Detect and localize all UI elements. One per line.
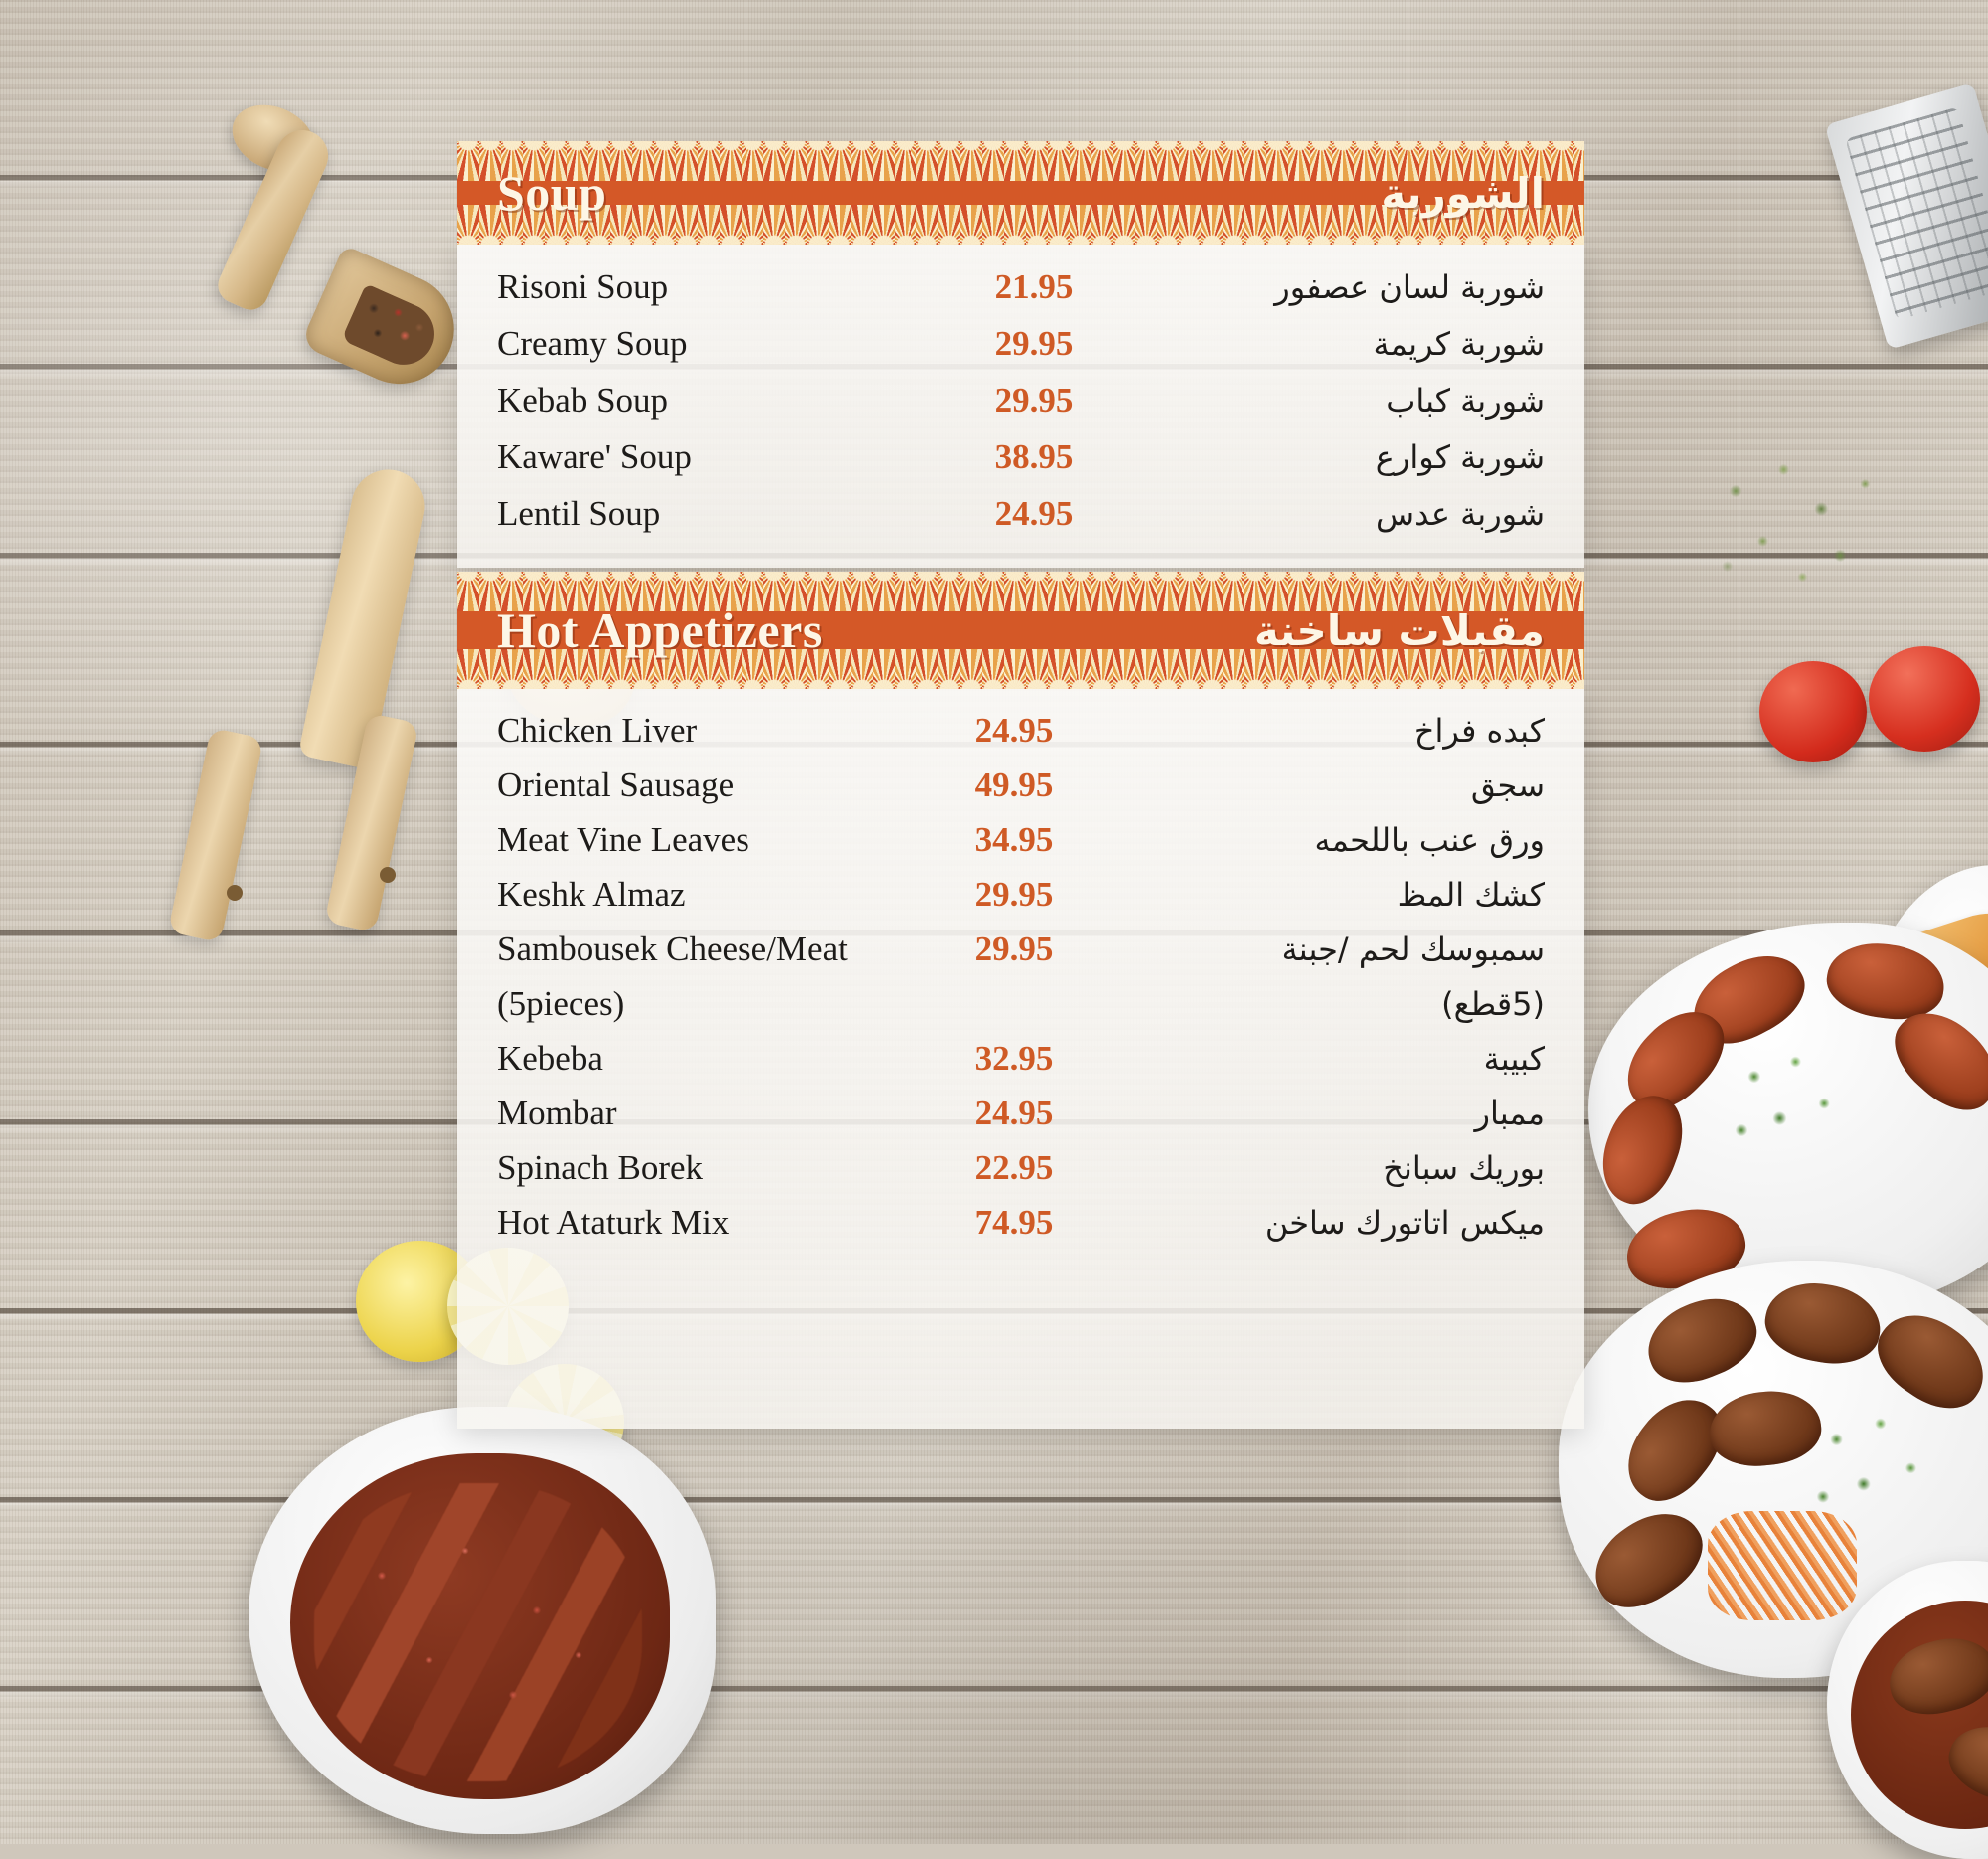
- item-price: 29.95: [994, 324, 1074, 363]
- hot-appetizers-title-ar: مقبلات ساخنة: [1253, 605, 1545, 655]
- item-price: 38.95: [994, 437, 1074, 476]
- item-price: 22.95: [974, 1148, 1054, 1187]
- item-name-en: Kaware' Soup: [497, 437, 692, 476]
- hot-appetizers-section-header: Hot Appetizers مقبلات ساخنة: [457, 572, 1584, 689]
- item-name-ar: شوربة كباب: [1386, 382, 1545, 420]
- item-name-en: Oriental Sausage: [497, 765, 735, 804]
- menu-item-row[interactable]: Kebab Soup 29.95 شوربة كباب: [497, 372, 1545, 428]
- item-price: 24.95: [974, 711, 1054, 750]
- soup-title-en: Soup: [497, 165, 607, 221]
- hot-appetizers-item-list: Chicken Liver 24.95 كبده فراخ Oriental S…: [457, 689, 1584, 1429]
- item-price: 74.95: [974, 1203, 1054, 1242]
- item-price: 29.95: [974, 930, 1054, 968]
- menu-item-row[interactable]: Creamy Soup 29.95 شوربة كريمة: [497, 315, 1545, 372]
- item-price: 32.95: [974, 1039, 1054, 1078]
- menu-item-row[interactable]: Mombar 24.95 ممبار: [497, 1086, 1545, 1140]
- item-portion-en: (5pieces): [497, 984, 625, 1023]
- item-name-ar: شوربة كوارع: [1375, 438, 1545, 476]
- menu-section-soup: Soup الشوربة Risoni Soup 21.95 شوربة لسا…: [457, 141, 1584, 568]
- item-price: 49.95: [974, 765, 1054, 804]
- item-name-ar: كبيبة: [1483, 1040, 1545, 1078]
- item-name-en: Spinach Borek: [497, 1148, 704, 1187]
- item-name-en: Mombar: [497, 1094, 617, 1132]
- item-name-ar: شوربة كريمة: [1373, 325, 1545, 363]
- item-name-en: Sambousek Cheese/Meat: [497, 930, 848, 968]
- item-name-en: Kebab Soup: [497, 381, 669, 420]
- menu-section-hot-appetizers: Hot Appetizers مقبلات ساخنة Chicken Live…: [457, 572, 1584, 1429]
- item-name-ar: ورق عنب باللحمه: [1314, 821, 1545, 859]
- menu-item-row[interactable]: Oriental Sausage 49.95 سجق: [497, 758, 1545, 812]
- item-price: 24.95: [974, 1094, 1054, 1132]
- item-price: 29.95: [974, 875, 1054, 914]
- item-name-ar: بوريك سبانخ: [1383, 1149, 1545, 1187]
- item-name-ar: ميكس اتاتورك ساخن: [1264, 1204, 1545, 1242]
- item-name-ar: سجق: [1470, 766, 1545, 804]
- item-name-en: Meat Vine Leaves: [497, 820, 749, 859]
- menu-item-row[interactable]: Lentil Soup 24.95 شوربة عدس: [497, 485, 1545, 542]
- menu-item-row[interactable]: Spinach Borek 22.95 بوريك سبانخ: [497, 1140, 1545, 1195]
- item-portion-ar: (5قطع): [1441, 985, 1545, 1023]
- item-name-ar: شوربة لسان عصفور: [1274, 268, 1545, 306]
- menu-item-row[interactable]: Sambousek Cheese/Meat 29.95 سمبوسك لحم /…: [497, 922, 1545, 976]
- item-name-ar: شوربة عدس: [1376, 495, 1545, 533]
- item-name-en: Hot Ataturk Mix: [497, 1203, 730, 1242]
- item-name-en: Keshk Almaz: [497, 875, 686, 914]
- item-name-ar: ممبار: [1474, 1095, 1546, 1132]
- item-price: 29.95: [994, 381, 1074, 420]
- item-price: 34.95: [974, 820, 1054, 859]
- menu-item-row[interactable]: Kebeba 32.95 كبيبة: [497, 1031, 1545, 1086]
- item-name-en: Chicken Liver: [497, 711, 698, 750]
- soup-items-panel: Risoni Soup 21.95 شوربة لسان عصفور Cream…: [457, 245, 1584, 568]
- item-price: 24.95: [994, 494, 1074, 533]
- item-name-en: Lentil Soup: [497, 494, 661, 533]
- menu-item-row-detail: (5pieces) (5قطع): [497, 976, 1545, 1031]
- item-name-en: Kebeba: [497, 1039, 603, 1078]
- menu-item-row[interactable]: Hot Ataturk Mix 74.95 ميكس اتاتورك ساخن: [497, 1195, 1545, 1250]
- soup-section-header: Soup الشوربة: [457, 141, 1584, 245]
- item-name-en: Risoni Soup: [497, 267, 669, 306]
- hot-appetizers-title-en: Hot Appetizers: [497, 602, 823, 658]
- hot-appetizers-items-panel: Chicken Liver 24.95 كبده فراخ Oriental S…: [457, 689, 1584, 1429]
- item-price: 21.95: [994, 267, 1074, 306]
- menu-item-row[interactable]: Meat Vine Leaves 34.95 ورق عنب باللحمه: [497, 812, 1545, 867]
- menu-item-row[interactable]: Kaware' Soup 38.95 شوربة كوارع: [497, 428, 1545, 485]
- item-name-ar: كشك المظ: [1397, 876, 1545, 914]
- item-name-ar: سمبوسك لحم /جبنة: [1281, 930, 1545, 968]
- menu-item-row[interactable]: Keshk Almaz 29.95 كشك المظ: [497, 867, 1545, 922]
- soup-item-list: Risoni Soup 21.95 شوربة لسان عصفور Cream…: [457, 245, 1584, 568]
- soup-title-ar: الشوربة: [1381, 168, 1545, 218]
- menu-item-row[interactable]: Chicken Liver 24.95 كبده فراخ: [497, 703, 1545, 758]
- item-name-en: Creamy Soup: [497, 324, 688, 363]
- menu-item-row[interactable]: Risoni Soup 21.95 شوربة لسان عصفور: [497, 258, 1545, 315]
- item-name-ar: كبده فراخ: [1413, 712, 1545, 750]
